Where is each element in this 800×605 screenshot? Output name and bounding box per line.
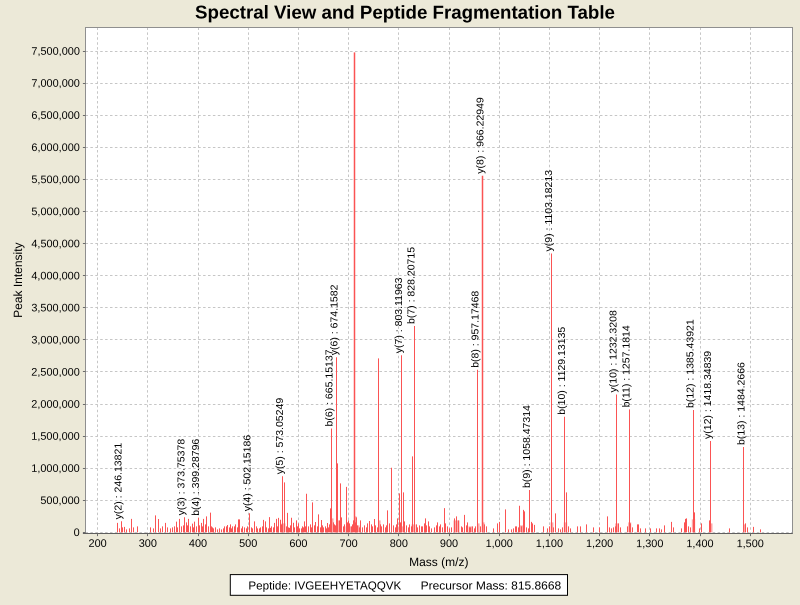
svg-text:1,400: 1,400 [686,538,713,550]
svg-text:y(3) : 373.75378: y(3) : 373.75378 [176,439,188,516]
svg-text:b(12) : 1385.43921: b(12) : 1385.43921 [685,319,697,408]
svg-text:900: 900 [440,538,458,550]
svg-text:b(8) : 957.17468: b(8) : 957.17468 [469,291,481,368]
svg-text:6,500,000: 6,500,000 [31,110,79,122]
svg-text:b(13) : 1484.2666: b(13) : 1484.2666 [735,362,747,445]
svg-text:y(12) : 1418.34839: y(12) : 1418.34839 [702,351,714,439]
svg-text:600: 600 [289,538,307,550]
svg-text:y(5) : 573.05249: y(5) : 573.05249 [274,398,286,475]
svg-text:2,000,000: 2,000,000 [31,399,79,411]
svg-text:0: 0 [74,527,80,539]
svg-text:500,000: 500,000 [40,495,79,507]
svg-text:1,200: 1,200 [586,538,613,550]
svg-text:4,000,000: 4,000,000 [31,270,79,282]
svg-text:y(4) : 502.15186: y(4) : 502.15186 [241,435,253,512]
svg-text:1,000,000: 1,000,000 [31,463,79,475]
svg-text:400: 400 [189,538,207,550]
svg-text:Peptide: IVGEEHYETAQQVK: Peptide: IVGEEHYETAQQVK [248,579,401,592]
svg-text:4,500,000: 4,500,000 [31,238,79,250]
svg-text:200: 200 [89,538,107,550]
svg-text:Precursor Mass: 815.8668: Precursor Mass: 815.8668 [421,580,562,593]
svg-text:y(9) : 1103.18213: y(9) : 1103.18213 [543,170,555,252]
svg-text:3,000,000: 3,000,000 [31,335,79,347]
svg-text:b(10) : 1129.13135: b(10) : 1129.13135 [556,327,568,415]
svg-text:7,000,000: 7,000,000 [31,78,79,90]
svg-text:800: 800 [390,538,408,550]
svg-text:b(9) : 1058.47314: b(9) : 1058.47314 [521,405,533,488]
svg-text:1,300: 1,300 [636,538,663,550]
svg-text:b(6) : 665.15137: b(6) : 665.15137 [323,349,335,426]
svg-text:1,000: 1,000 [486,538,513,550]
svg-text:300: 300 [139,538,157,550]
svg-text:1,500: 1,500 [737,538,764,550]
svg-text:1,100: 1,100 [536,538,563,550]
svg-text:7,500,000: 7,500,000 [31,46,79,58]
svg-text:Peak Intensity: Peak Intensity [11,242,25,317]
svg-text:b(7) : 828.20715: b(7) : 828.20715 [406,247,418,324]
svg-text:2,500,000: 2,500,000 [31,367,79,379]
svg-text:y(7) : 803.11963: y(7) : 803.11963 [393,277,405,353]
svg-text:y(8) : 966.22949: y(8) : 966.22949 [474,97,486,174]
svg-text:500: 500 [239,538,257,550]
svg-text:b(4) : 399.28796: b(4) : 399.28796 [190,439,202,516]
svg-text:y(10) : 1232.3208: y(10) : 1232.3208 [608,310,620,392]
svg-text:Spectral View and Peptide Frag: Spectral View and Peptide Fragmentation … [195,2,615,23]
svg-text:b(11) : 1257.1814: b(11) : 1257.1814 [621,325,633,407]
svg-text:3,500,000: 3,500,000 [31,302,79,314]
svg-text:Mass (m/z): Mass (m/z) [409,555,468,569]
svg-text:700: 700 [340,538,358,550]
svg-text:y(6) : 674.1582: y(6) : 674.1582 [328,284,340,355]
svg-text:6,000,000: 6,000,000 [31,142,79,154]
svg-text:y(2) : 246.13821: y(2) : 246.13821 [113,443,125,520]
svg-text:1,500,000: 1,500,000 [31,431,79,443]
svg-text:5,000,000: 5,000,000 [31,206,79,218]
svg-text:5,500,000: 5,500,000 [31,174,79,186]
